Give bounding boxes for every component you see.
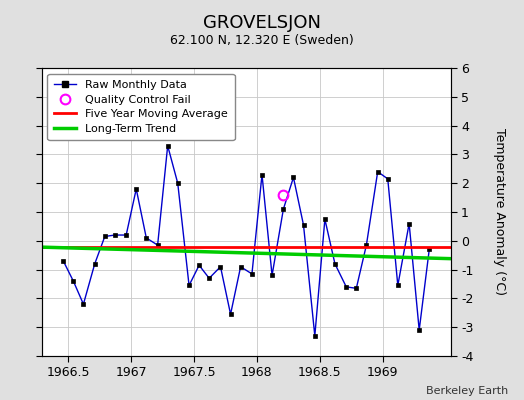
Text: 62.100 N, 12.320 E (Sweden): 62.100 N, 12.320 E (Sweden): [170, 34, 354, 47]
Text: GROVELSJON: GROVELSJON: [203, 14, 321, 32]
Y-axis label: Temperature Anomaly (°C): Temperature Anomaly (°C): [493, 128, 506, 296]
Legend: Raw Monthly Data, Quality Control Fail, Five Year Moving Average, Long-Term Tren: Raw Monthly Data, Quality Control Fail, …: [48, 74, 235, 140]
Text: Berkeley Earth: Berkeley Earth: [426, 386, 508, 396]
